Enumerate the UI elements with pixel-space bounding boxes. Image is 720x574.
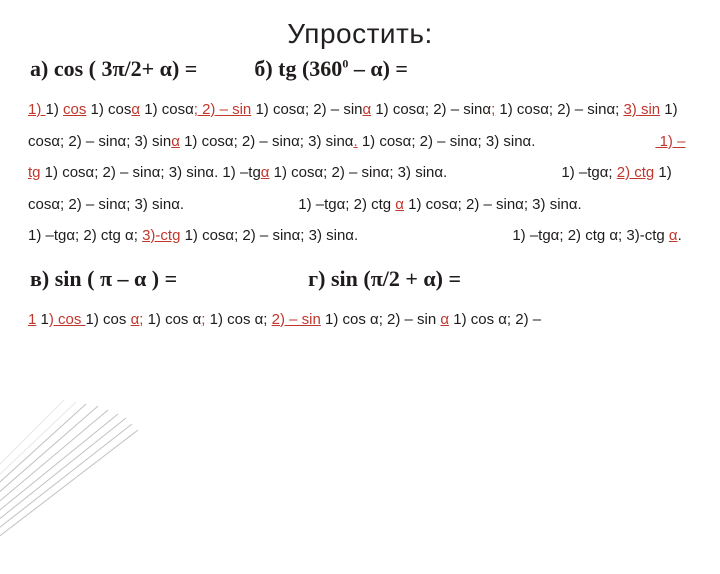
problem-a: а) cos ( 3π/2+ α) = xyxy=(30,56,197,81)
problems-row-2: в) sin ( π – α ) = г) sin (π/2 + α) = xyxy=(30,266,692,292)
answer-flow-2: 1 1) cos 1) cos α; 1) cos α; 1) cos α; 2… xyxy=(28,304,692,336)
slide: Упростить: а) cos ( 3π/2+ α) = б) tg (36… xyxy=(0,0,720,335)
problem-v: в) sin ( π – α ) = xyxy=(30,266,177,291)
problem-g: г) sin (π/2 + α) = xyxy=(308,266,461,291)
corner-decoration-icon xyxy=(0,394,138,574)
problem-b: б) tg (3600 – α) = xyxy=(254,56,408,81)
problems-row-1: а) cos ( 3π/2+ α) = б) tg (3600 – α) = xyxy=(30,56,692,82)
slide-title: Упростить: xyxy=(28,18,692,50)
answer-flow-1: 1) 1) cos 1) cosα 1) cosα; 2) – sin 1) c… xyxy=(28,94,692,252)
